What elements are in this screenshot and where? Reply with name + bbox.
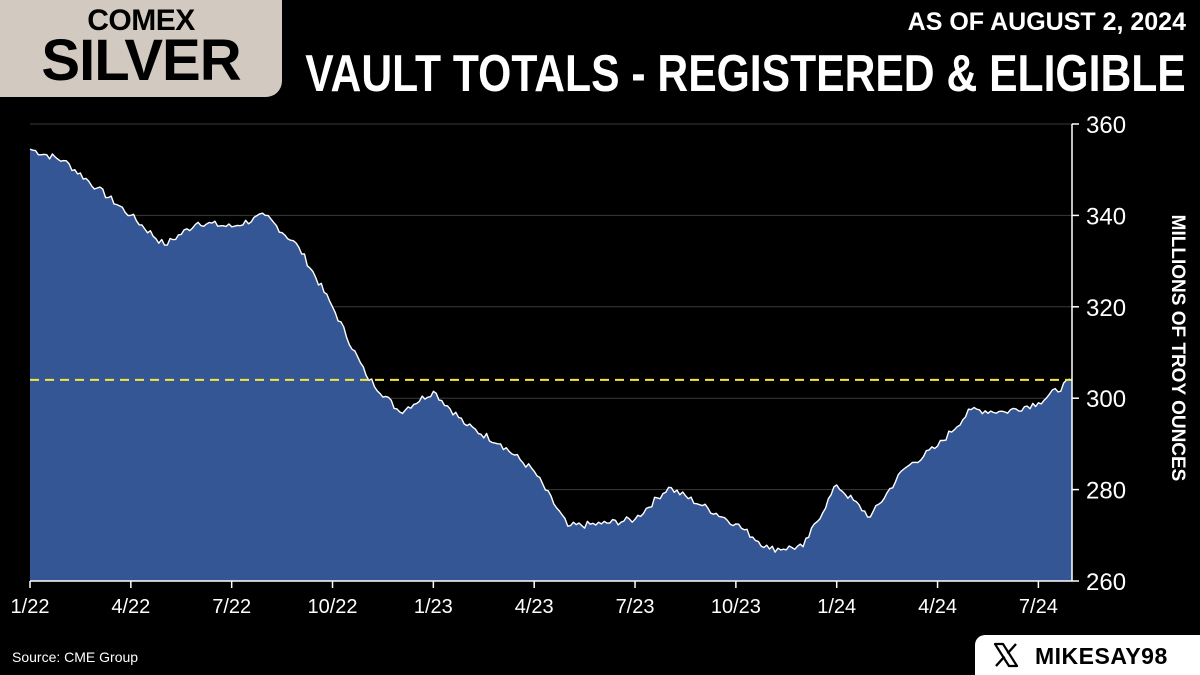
x-tick-label: 7/22 [212, 596, 251, 618]
x-tick-label: 1/24 [817, 596, 856, 618]
chart-title: VAULT TOTALS - REGISTERED & ELIGIBLE [305, 45, 1186, 103]
y-tick-label: 360 [1086, 112, 1126, 139]
x-tick-label: 7/23 [616, 596, 655, 618]
comex-silver-logo: COMEX SILVER [0, 0, 282, 97]
logo-comex-text: COMEX [87, 4, 195, 37]
y-tick-label: 320 [1086, 295, 1126, 322]
vault-total-area [30, 149, 1072, 581]
x-tick-label: 4/23 [515, 596, 554, 618]
as-of-date: AS OF AUGUST 2, 2024 [907, 8, 1186, 36]
y-tick-label: 280 [1086, 478, 1126, 505]
y-tick-label: 340 [1086, 203, 1126, 230]
x-tick-label: 1/23 [414, 596, 453, 618]
y-tick-label: 260 [1086, 569, 1126, 596]
y-axis-ticks: 260 280 300 320 340 360 [1072, 112, 1126, 596]
social-handle-badge: MIKESAY98 [975, 635, 1200, 675]
x-tick-label: 10/23 [711, 596, 761, 618]
vault-total-line [29, 148, 1073, 553]
y-tick-label: 300 [1086, 386, 1126, 413]
logo-silver-text: SILVER [41, 28, 241, 93]
y-axis-label: MILLIONS OF TROY OUNCES [1167, 215, 1188, 482]
x-axis-ticks: 1/22 4/22 7/22 10/22 1/23 4/23 7/23 10/23 1/24 4/… [11, 581, 1058, 618]
source-note: Source: CME Group [12, 649, 139, 665]
x-logo-icon [993, 642, 1019, 668]
x-tick-label: 1/22 [11, 596, 50, 618]
x-tick-label: 10/22 [307, 596, 357, 618]
x-tick-label: 4/22 [111, 596, 150, 618]
x-tick-label: 4/24 [918, 596, 957, 618]
handle-text: MIKESAY98 [1035, 643, 1168, 669]
x-tick-label: 7/24 [1019, 596, 1058, 618]
